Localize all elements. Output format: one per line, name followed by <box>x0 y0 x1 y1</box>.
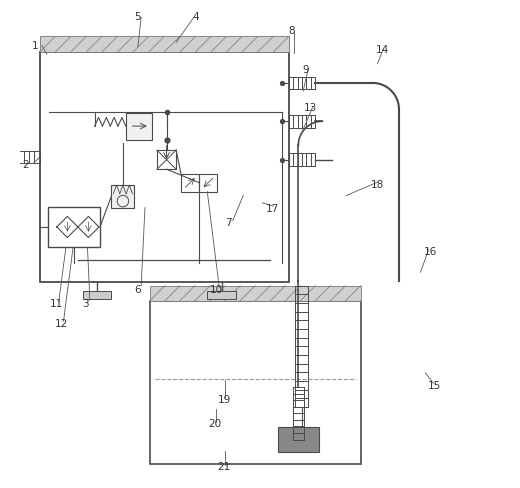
Bar <box>150 286 361 302</box>
Bar <box>48 207 100 248</box>
Bar <box>150 302 361 464</box>
Text: 7: 7 <box>226 218 232 227</box>
Text: 10: 10 <box>210 285 224 294</box>
Text: 6: 6 <box>135 285 141 294</box>
Text: 14: 14 <box>375 45 389 55</box>
Text: 18: 18 <box>371 179 384 189</box>
Text: 19: 19 <box>217 394 231 405</box>
Text: 20: 20 <box>208 418 221 428</box>
Text: 8: 8 <box>288 26 294 36</box>
Text: 9: 9 <box>302 64 309 75</box>
Text: 12: 12 <box>55 318 68 328</box>
Text: 1: 1 <box>31 41 38 51</box>
Text: 16: 16 <box>423 246 437 256</box>
Text: 21: 21 <box>217 461 231 471</box>
Text: 3: 3 <box>82 299 88 309</box>
Bar <box>199 174 217 192</box>
Text: 5: 5 <box>135 12 141 22</box>
Bar <box>40 53 289 282</box>
Bar <box>126 113 152 140</box>
Text: 4: 4 <box>192 12 199 22</box>
Bar <box>157 151 176 170</box>
Text: 2: 2 <box>22 160 29 170</box>
Bar <box>207 292 236 299</box>
Bar <box>40 38 289 53</box>
Text: 13: 13 <box>304 102 317 113</box>
Bar <box>181 174 199 192</box>
Text: 17: 17 <box>265 203 279 213</box>
Bar <box>278 427 319 452</box>
Bar <box>83 292 111 299</box>
Text: 11: 11 <box>50 299 63 309</box>
Bar <box>111 185 135 208</box>
Text: 15: 15 <box>428 380 441 390</box>
